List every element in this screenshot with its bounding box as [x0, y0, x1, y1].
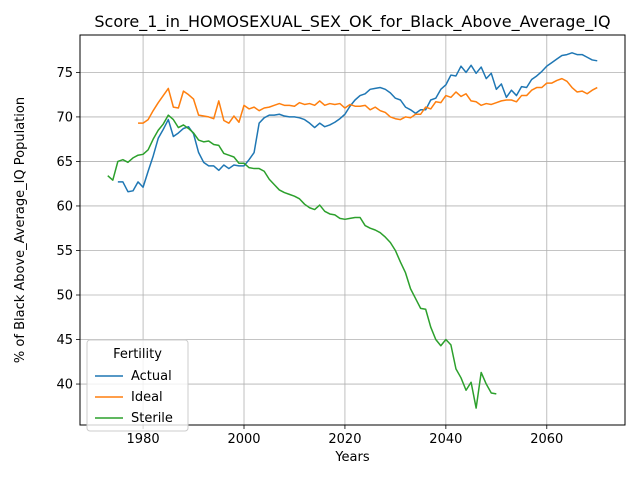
- y-tick-label: 70: [56, 110, 73, 125]
- legend-box: [86, 339, 189, 432]
- gridlines: [80, 35, 625, 425]
- legend: Fertility Actual Ideal Sterile: [86, 339, 189, 432]
- legend-label-sterile: Sterile: [131, 411, 173, 426]
- series-line-actual: [117, 52, 598, 193]
- y-tick-label: 40: [56, 378, 73, 393]
- legend-entries: Actual Ideal Sterile: [95, 369, 173, 426]
- x-axis-ticks: 1980 2000 2020 2040 2060: [127, 425, 563, 447]
- series-line-ideal: [138, 77, 598, 124]
- y-tick-label: 45: [56, 333, 73, 348]
- x-tick-label: 2040: [429, 432, 462, 447]
- y-tick-label: 55: [56, 244, 73, 259]
- y-axis-label: % of Black Above_Average_IQ Population: [13, 97, 28, 363]
- legend-label-ideal: Ideal: [131, 390, 163, 405]
- y-tick-label: 75: [56, 66, 73, 81]
- chart-title: Score_1_in_HOMOSEXUAL_SEX_OK_for_Black_A…: [94, 12, 610, 32]
- x-tick-label: 2060: [530, 432, 563, 447]
- plot-area-frame: [79, 34, 626, 426]
- x-tick-label: 2020: [328, 432, 361, 447]
- y-tick-label: 60: [56, 199, 73, 214]
- x-tick-label: 2000: [227, 432, 260, 447]
- series-line-sterile: [107, 114, 497, 409]
- y-tick-label: 50: [56, 289, 73, 304]
- series-lines: [107, 52, 598, 409]
- legend-title: Fertility: [113, 347, 162, 362]
- y-axis-ticks: 40 45 50 55 60 65 70 75: [56, 66, 80, 393]
- x-axis-label: Years: [334, 450, 370, 465]
- x-tick-label: 1980: [127, 432, 160, 447]
- legend-label-actual: Actual: [131, 369, 172, 384]
- y-tick-label: 65: [56, 155, 73, 170]
